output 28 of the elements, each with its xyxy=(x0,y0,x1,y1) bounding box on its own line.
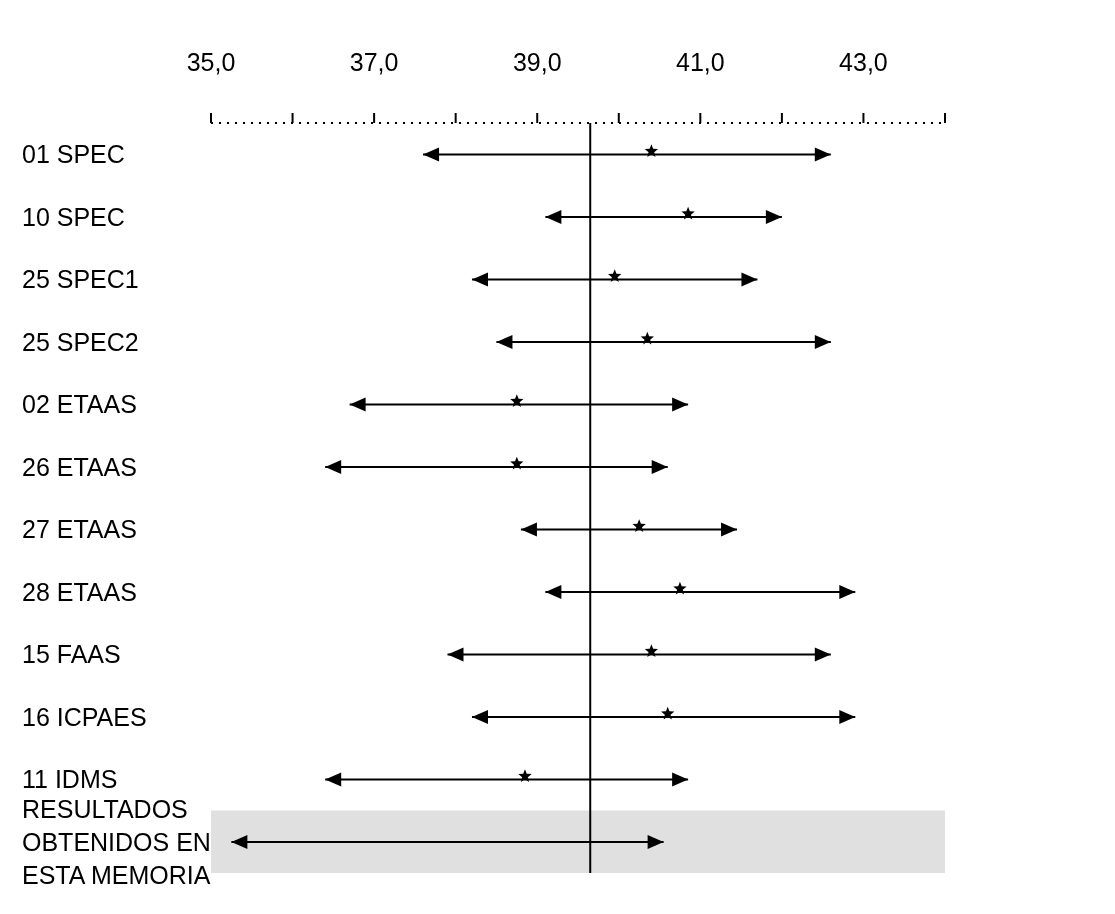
x-tick-label: 41,0 xyxy=(676,48,725,76)
y-tick-label: 25 SPEC2 xyxy=(22,327,139,356)
point xyxy=(640,331,654,345)
y-tick-label: RESULTADOS OBTENIDOS EN ESTA MEMORIA xyxy=(22,794,211,889)
y-tick-label: 16 ICPAES xyxy=(22,702,147,731)
point xyxy=(632,519,646,532)
x-tick-label: 39,0 xyxy=(512,48,562,76)
y-tick-label: 15 FAAS xyxy=(22,640,121,668)
point xyxy=(661,706,675,720)
point xyxy=(608,269,622,282)
point xyxy=(644,144,659,157)
y-tick-label: 26 ETAAS xyxy=(22,452,137,481)
point xyxy=(518,769,532,782)
point xyxy=(510,394,524,407)
y-tick-label: 10 SPEC xyxy=(22,202,125,231)
y-tick-label: 28 ETAAS xyxy=(22,577,137,606)
point xyxy=(681,206,695,220)
x-tick-label: 35,0 xyxy=(186,48,236,76)
y-tick-label: 25 SPEC1 xyxy=(22,265,139,293)
y-tick-label: 27 ETAAS xyxy=(22,515,137,543)
point xyxy=(510,456,524,470)
y-tick-label: 11 IDMS xyxy=(22,765,118,793)
x-tick-label: 37,0 xyxy=(349,48,399,76)
x-tick-label: 43,0 xyxy=(839,48,888,76)
y-tick-label: 01 SPEC xyxy=(22,140,125,168)
point xyxy=(644,644,659,657)
point xyxy=(673,581,687,595)
y-tick-label: 02 ETAAS xyxy=(22,390,137,418)
